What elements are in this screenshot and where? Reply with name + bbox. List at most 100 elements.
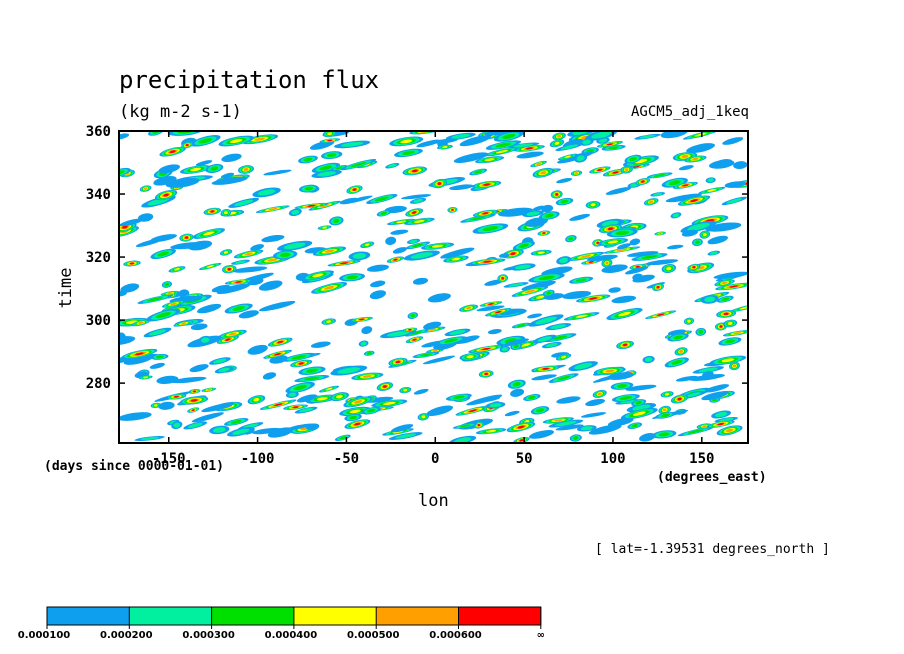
contour-blob (164, 282, 170, 287)
contour-blob (692, 266, 696, 269)
contour-blob (542, 232, 546, 235)
contour-blob (392, 247, 407, 254)
contour-blob (250, 244, 264, 251)
contour-blob (167, 292, 173, 295)
contour-blob (632, 274, 655, 283)
contour-blob (476, 305, 505, 312)
y-tick-label: 320 (86, 250, 111, 266)
contour-blob (119, 412, 152, 421)
contour-blob (698, 329, 704, 334)
contour-blob (213, 427, 226, 433)
contour-blob (721, 297, 730, 301)
contour-blob (555, 424, 584, 431)
contour-blob (692, 157, 699, 161)
contour-blob (552, 335, 568, 340)
contour-blob (119, 336, 136, 346)
contour-blob (453, 395, 465, 399)
x-tick-label: -50 (334, 451, 359, 467)
contour-blob (502, 133, 516, 139)
contour-blob (320, 204, 330, 208)
contour-blob (155, 355, 164, 359)
contour-blob (629, 238, 641, 246)
x-ticks: -150 -100 -50 0 50 100 150 (152, 131, 714, 467)
contour-blob (221, 153, 242, 163)
contour-blob (195, 160, 213, 166)
contour-blob (156, 375, 179, 384)
contour-blob (451, 133, 471, 139)
contour-blob (291, 209, 300, 215)
contour-blob (560, 199, 569, 204)
contour-blob (510, 388, 525, 397)
latitude-note: [ lat=-1.39531 degrees_north ] (595, 542, 830, 557)
contour-blob (453, 152, 489, 163)
contour-blob (252, 427, 282, 435)
contour-blob (412, 211, 417, 214)
contour-blob (279, 252, 291, 258)
colorbar-swatch (47, 607, 130, 625)
contour-blob (380, 211, 388, 215)
contour-blob (733, 332, 742, 335)
x-tick-label: 150 (689, 451, 714, 467)
contour-blob (500, 309, 523, 316)
colorbar-label: ∞ (537, 630, 545, 641)
contour-blob (349, 415, 357, 420)
contour-blob (538, 275, 555, 281)
contour-blob (432, 349, 438, 352)
contour-blob (218, 367, 230, 373)
contour-blob (336, 394, 343, 399)
contour-blob (366, 351, 372, 355)
contour-blob (437, 182, 442, 186)
contour-blob (220, 172, 235, 179)
contour-blob (421, 415, 426, 419)
contour-blob (662, 408, 667, 412)
contour-blob (619, 396, 633, 400)
contour-blob (129, 262, 135, 265)
contour-blob (618, 311, 631, 317)
contour-blob (608, 146, 619, 150)
contour-blob (323, 286, 335, 290)
contour-blob (607, 372, 634, 380)
contour-blob (210, 166, 219, 171)
chart-units: (kg m-2 s-1) (119, 102, 242, 122)
contour-blob (516, 151, 544, 159)
contour-blob (298, 362, 304, 365)
contour-blob (387, 163, 397, 168)
contour-blob (488, 303, 494, 305)
contour-blob (527, 395, 536, 400)
contour-blob (482, 226, 499, 232)
contour-blob (395, 433, 417, 439)
contour-blob (410, 313, 416, 318)
contour-blob (158, 401, 175, 410)
contour-blob (588, 424, 622, 435)
contour-blob (653, 173, 666, 177)
y-tick-label: 300 (86, 313, 111, 329)
contour-blob (267, 207, 278, 211)
contour-blob (573, 436, 579, 440)
contour-blob (658, 232, 662, 235)
contour-blob (234, 260, 247, 264)
contour-blob (395, 360, 401, 364)
contour-blob (228, 332, 237, 336)
contour-blob (420, 353, 432, 357)
contour-blob (701, 391, 729, 401)
contour-blob (263, 169, 292, 176)
contour-blob (517, 425, 525, 429)
contour-blob (382, 385, 387, 388)
contour-blob (422, 355, 456, 365)
contour-blob (616, 248, 628, 252)
contour-blob (582, 139, 591, 145)
contour-blob (243, 167, 249, 172)
contour-blob (702, 232, 707, 237)
contour-blob (411, 169, 418, 173)
contour-blob (715, 411, 728, 418)
contour-blob (513, 344, 519, 349)
contour-blob (721, 358, 735, 363)
contour-blob (687, 429, 704, 434)
contour-blob (305, 368, 319, 373)
contour-blob (414, 219, 425, 223)
contour-blob (312, 273, 324, 278)
contour-blob (569, 213, 590, 221)
contour-blob (590, 203, 596, 207)
contour-blob (340, 141, 364, 147)
